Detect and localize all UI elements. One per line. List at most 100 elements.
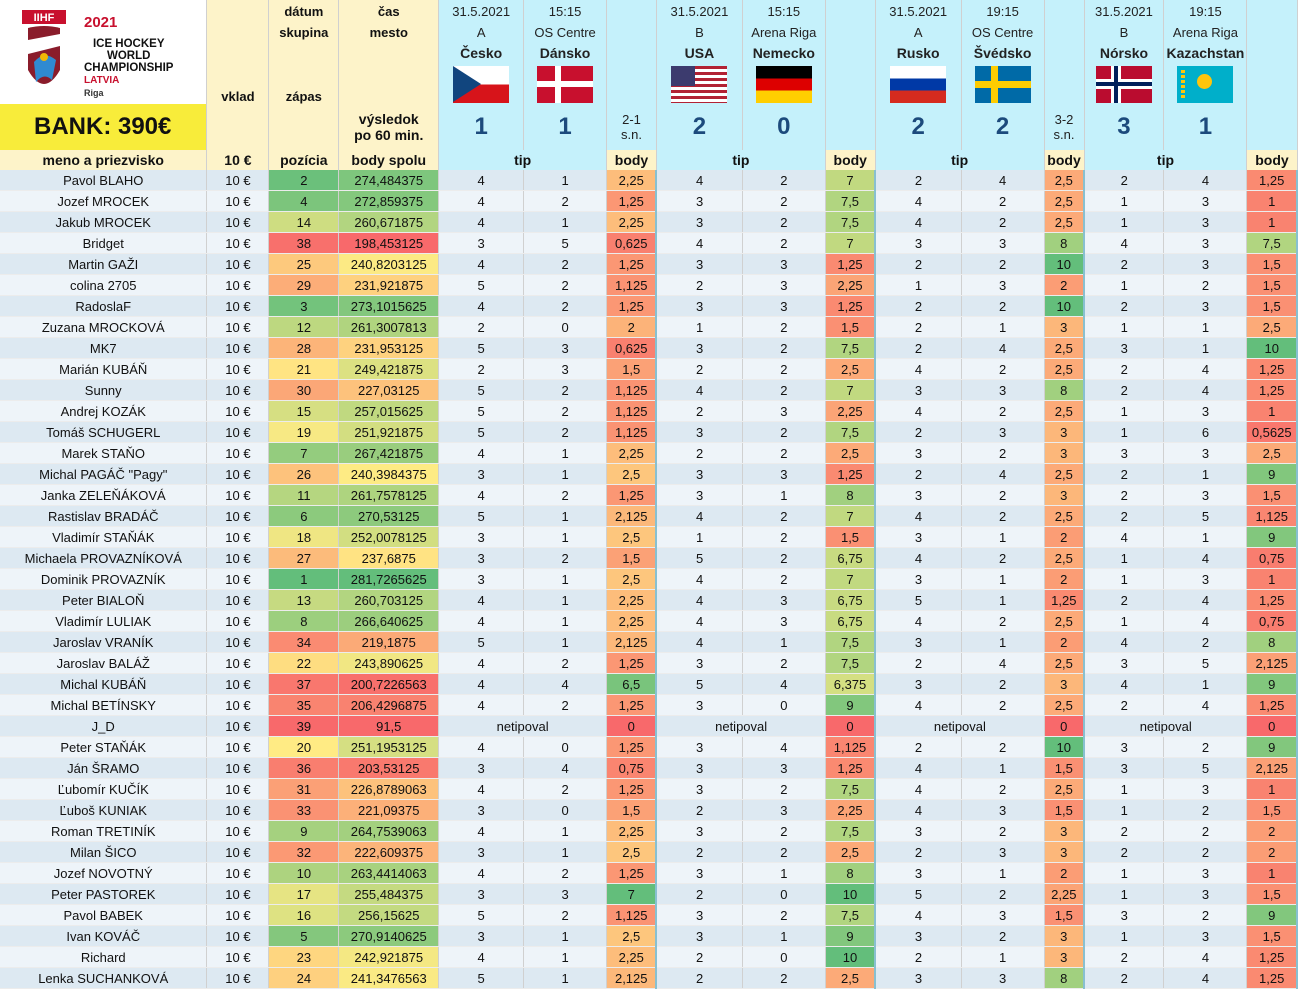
- match-points: 1,25: [1246, 170, 1298, 191]
- player-total: 261,3007813: [338, 316, 440, 338]
- match-points: 1,25: [1246, 358, 1298, 380]
- match-date: 31.5.2021: [1084, 0, 1165, 22]
- tip-away: 2: [961, 484, 1045, 506]
- player-row: Ľubomír KUČÍK 10 €31 226,8789063 4 2 1,25 3 2 7,…: [0, 778, 1298, 800]
- team-name: Kazachstan: [1164, 42, 1246, 64]
- player-deposit: 10 €: [206, 295, 270, 317]
- match-points: 8: [1246, 631, 1298, 653]
- match-points: 2: [1044, 274, 1086, 296]
- match-points: 1,25: [606, 295, 658, 317]
- match-points: 1,5: [606, 547, 658, 569]
- player-row: Dominik PROVAZNÍK 10 €1 281,7265625 3 1 2,5 4 2…: [0, 568, 1298, 590]
- match-points: 1,5: [1044, 799, 1086, 821]
- body-label: body: [1246, 150, 1298, 170]
- tip-home: 2: [1084, 505, 1165, 527]
- match-points: 1,25: [1246, 946, 1298, 968]
- away-score: 1: [1163, 104, 1248, 150]
- tip-home: 1: [1084, 568, 1165, 590]
- tip-away: 3: [961, 274, 1045, 296]
- vysledok-label-1: výsledok: [358, 111, 419, 127]
- match-points: 2,5: [1044, 337, 1086, 359]
- match-points: 1,25: [606, 190, 658, 212]
- match-points: 9: [1246, 736, 1298, 758]
- tip-home: 2: [656, 799, 743, 821]
- match-points: 9: [825, 694, 877, 716]
- match-points: 1,5: [1246, 484, 1298, 506]
- away-team: Nemecko: [742, 42, 826, 104]
- tip-away: 1: [961, 757, 1045, 779]
- player-total: 251,921875: [338, 421, 440, 443]
- player-deposit: 10 €: [206, 253, 270, 275]
- tip-away: 2: [961, 883, 1045, 905]
- match-points: 2,5: [1044, 547, 1086, 569]
- player-position: 35: [268, 694, 340, 716]
- player-position: 2: [268, 170, 340, 191]
- match-points: 6,375: [825, 673, 877, 695]
- player-total: 219,1875: [338, 631, 440, 653]
- tip-away: 4: [1163, 694, 1248, 716]
- tip-away: 1: [523, 841, 608, 863]
- tip-home: 4: [875, 904, 962, 926]
- player-deposit: 10 €: [206, 421, 270, 443]
- match-points: 1,25: [1246, 379, 1298, 401]
- tip-home: 2: [1084, 967, 1165, 989]
- player-total: 221,09375: [338, 799, 440, 821]
- player-total: 261,7578125: [338, 484, 440, 506]
- tip-away: 1: [523, 211, 608, 233]
- tip-away: 1: [523, 610, 608, 632]
- match-group: A: [875, 22, 962, 42]
- match-points: 2,5: [1044, 400, 1086, 422]
- match-venue: OS Centre: [961, 22, 1045, 42]
- tip-home: 2: [438, 316, 525, 338]
- tip-home: 4: [1084, 631, 1165, 653]
- player-total: 237,6875: [338, 547, 440, 569]
- body-label: body: [1044, 150, 1085, 170]
- match-points: 7: [825, 379, 877, 401]
- tip-away: 2: [961, 358, 1045, 380]
- tip-home: 3: [875, 862, 962, 884]
- championship-logo: IIHF 2021 ICE HOCKEY WORLD CHAMPIONSHIP LATVI…: [0, 0, 208, 104]
- tip-home: 3: [656, 295, 743, 317]
- vysledok-label-2: po 60 min.: [354, 127, 424, 143]
- tip-away: 3: [1163, 442, 1248, 464]
- tip-home: 2: [875, 841, 962, 863]
- match-points: 2,25: [825, 274, 877, 296]
- player-row: Sunny 10 €30 227,03125 5 2 1,125 4 2 7 3 3 8 2 4 1,25: [0, 379, 1298, 401]
- match-points: 7,5: [825, 820, 877, 842]
- player-position: 1: [268, 568, 340, 590]
- player-name: Vladimír STAŇÁK: [0, 526, 208, 548]
- empty-cell: [206, 22, 270, 42]
- player-position: 15: [268, 400, 340, 422]
- player-row: Janka ZELEŇÁKOVÁ 10 €11 261,7578125 4 2 1,25 3…: [0, 484, 1298, 506]
- player-name: Janka ZELEŇÁKOVÁ: [0, 484, 208, 506]
- tip-home: 5: [438, 337, 525, 359]
- tip-home: 3: [875, 925, 962, 947]
- tip-away: 2: [1163, 631, 1248, 653]
- player-row: Jaroslav VRANÍK 10 €34 219,1875 5 1 2,125 4 1 7,…: [0, 631, 1298, 653]
- vysledok-label: výsledok po 60 min.: [338, 104, 440, 150]
- player-position: 36: [268, 757, 340, 779]
- tip-home: 4: [438, 211, 525, 233]
- team-name: Nemecko: [742, 42, 825, 64]
- tip-home: 1: [1084, 190, 1165, 212]
- mesto-label: mesto: [338, 22, 440, 42]
- match-points: 6,5: [606, 673, 658, 695]
- denmark-flag-icon: [537, 65, 594, 103]
- player-position: 23: [268, 946, 340, 968]
- player-total: 273,1015625: [338, 295, 440, 317]
- match-points: 1,5: [1246, 253, 1298, 275]
- player-total: 242,921875: [338, 946, 440, 968]
- match-points: 10: [825, 946, 877, 968]
- player-deposit: 10 €: [206, 170, 270, 191]
- player-position: 31: [268, 778, 340, 800]
- match-points: 3: [1044, 946, 1086, 968]
- tip-away: 4: [1163, 946, 1248, 968]
- tip-home: 2: [656, 442, 743, 464]
- player-deposit: 10 €: [206, 778, 270, 800]
- empty-cell: [825, 0, 876, 22]
- tip-home: 4: [1084, 526, 1165, 548]
- match-points: 2,125: [1246, 652, 1298, 674]
- tip-away: 2: [742, 967, 826, 989]
- tip-away: 4: [742, 673, 826, 695]
- match-points: 2,5: [825, 967, 877, 989]
